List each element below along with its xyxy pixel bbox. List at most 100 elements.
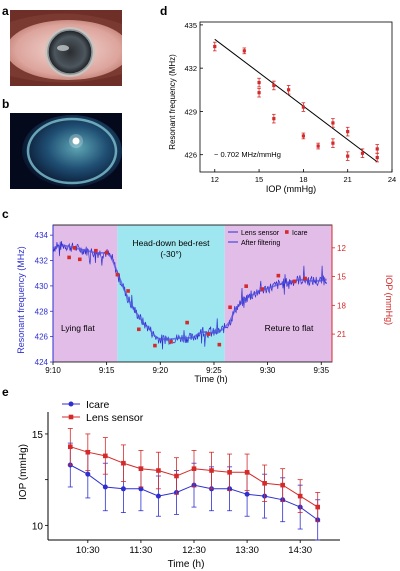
chart-c-timeseries: Lying flat Head-down bed-rest(-30°) Reture…: [16, 224, 394, 384]
eye-fluorescence-photo: [10, 113, 122, 189]
chart-c-icare-point: [228, 305, 232, 310]
chart-c-icare-point: [94, 248, 98, 253]
chart-d-xtick-label: 18: [299, 175, 307, 184]
chart-d-point: [375, 147, 379, 151]
chart-c-y2tick-label: 12: [337, 244, 346, 253]
chart-e-point-icare: [244, 491, 250, 497]
chart-c-xlabel: Time (h): [194, 374, 227, 384]
chart-c-xtick-label: 9:25: [206, 366, 222, 375]
chart-e-ytick-label: 10: [32, 521, 44, 532]
chart-e-point-icare: [85, 471, 91, 477]
panel-label-d: d: [160, 4, 168, 18]
chart-c-y2label: IOP (mmHg): [384, 275, 394, 325]
chart-c-xtick-label: 9:20: [152, 366, 168, 375]
chart-d-point: [213, 44, 217, 49]
chart-e-point-lens: [121, 460, 126, 466]
chart-c-icare-point: [153, 343, 157, 348]
chart-e-point-icare: [120, 486, 126, 492]
chart-c-legend-icare: Icare: [292, 230, 308, 237]
chart-e-point-lens: [103, 453, 108, 459]
chart-d-point: [316, 144, 320, 148]
chart-c-filtered-line: [52, 244, 327, 341]
chart-c-y2tick-label: 21: [337, 330, 346, 339]
chart-c-xtick-label: 9:15: [99, 366, 115, 375]
chart-e-legend-lens-marker: [68, 414, 74, 420]
chart-c-icare-point: [126, 289, 130, 293]
chart-d-xlabel: IOP (mmHg): [266, 184, 316, 194]
panel-label-c: c: [2, 207, 9, 221]
chart-c-icare-point: [137, 327, 141, 332]
chart-d-point: [360, 151, 365, 155]
chart-d-point: [346, 154, 350, 158]
chart-c-icare-point: [169, 339, 173, 344]
chart-c-icare-point: [72, 246, 77, 250]
chart-d-point: [287, 88, 291, 92]
chart-c-y2tick-label: 15: [337, 273, 346, 282]
chart-c-icare-point: [244, 284, 248, 288]
chart-c-y2tick-label: 18: [337, 301, 346, 310]
chart-c-xtick-label: 9:10: [45, 366, 61, 375]
panel-label-b: b: [2, 97, 10, 111]
chart-c-icare-point: [77, 257, 82, 262]
chart-d-slope-annotation: − 0.702 MHz/mmHg: [214, 150, 281, 159]
chart-e-point-icare: [102, 484, 108, 490]
chart-d-point: [375, 155, 379, 160]
chart-c-xtick-label: 9:35: [313, 366, 329, 375]
chart-c-legend-lens: Lens sensor: [241, 230, 280, 237]
chart-c-legend-filter: After filtering: [241, 240, 280, 247]
chart-d-ytick-label: 426: [184, 151, 197, 160]
chart-d-point: [272, 117, 276, 121]
chart-c-region-label: Lying flat: [61, 323, 95, 333]
chart-c-icare-point: [115, 272, 120, 277]
chart-c-icare-point: [185, 320, 189, 325]
chart-c-ytick-label: 426: [35, 333, 49, 342]
chart-c-icare-point: [217, 342, 222, 347]
chart-d-xtick-label: 15: [255, 175, 263, 184]
chart-e-point-lens: [227, 470, 232, 475]
chart-e-xtick-label: 13:30: [235, 545, 259, 556]
chart-e-xtick-label: 12:30: [182, 545, 206, 556]
chart-d-ylabel: Resonant frequency (MHz): [168, 54, 177, 150]
chart-c-xtick-label: 9:30: [260, 366, 276, 375]
chart-e-xtick-label: 11:30: [129, 545, 152, 556]
chart-d-scatter: 12 15 18 21 24 426 429 432 435 IOP (mmHg) Resona…: [168, 21, 396, 194]
chart-d-point: [331, 121, 335, 125]
chart-d-frame: [199, 21, 393, 173]
chart-e-point-icare: [155, 493, 161, 499]
chart-c-icare-point: [104, 250, 109, 255]
chart-c-ytick-label: 432: [35, 257, 49, 266]
chart-d-point: [257, 80, 261, 85]
chart-d-xtick-label: 12: [211, 175, 219, 184]
chart-e-point-lens: [191, 466, 197, 471]
chart-d-point: [257, 91, 261, 95]
chart-c-icare-point: [276, 273, 281, 278]
chart-d-ytick-label: 435: [184, 21, 197, 30]
chart-e-point-icare: [138, 486, 144, 492]
chart-c-ytick-label: 434: [35, 231, 49, 240]
chart-e-point-lens: [244, 470, 250, 475]
chart-e-point-lens: [67, 444, 73, 450]
chart-e-point-lens: [280, 482, 285, 488]
chart-e-point-lens: [209, 468, 214, 473]
chart-c-icare-point: [260, 287, 265, 291]
chart-e-point-lens: [262, 481, 267, 486]
chart-e-xlabel: Time (h): [168, 559, 205, 570]
chart-e-ytick-label: 15: [32, 430, 44, 441]
chart-d-fit-line: [214, 38, 378, 163]
chart-c-ytick-label: 424: [35, 358, 49, 367]
chart-e-point-lens: [297, 493, 303, 499]
chart-e-legend-icare: Icare: [86, 399, 110, 411]
chart-c-icare-point: [67, 255, 71, 260]
chart-c-ytick-label: 430: [35, 282, 49, 291]
chart-d-ytick-label: 432: [184, 64, 197, 73]
chart-c-ylabel: Resonant frequency (MHz): [16, 246, 26, 354]
chart-d-point: [272, 83, 276, 88]
chart-e-point-lens: [85, 449, 91, 455]
chart-d-point: [346, 130, 350, 134]
panel-label-a: a: [2, 4, 9, 18]
chart-d-point: [242, 49, 246, 53]
chart-e-point-lens: [138, 466, 144, 471]
chart-d-point: [331, 141, 335, 145]
chart-c-region-sublabel: (-30°): [160, 249, 182, 259]
chart-c-icare-point: [206, 332, 211, 336]
